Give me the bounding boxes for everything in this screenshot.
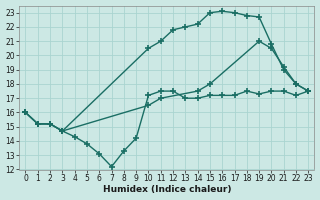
X-axis label: Humidex (Indice chaleur): Humidex (Indice chaleur) <box>103 185 231 194</box>
